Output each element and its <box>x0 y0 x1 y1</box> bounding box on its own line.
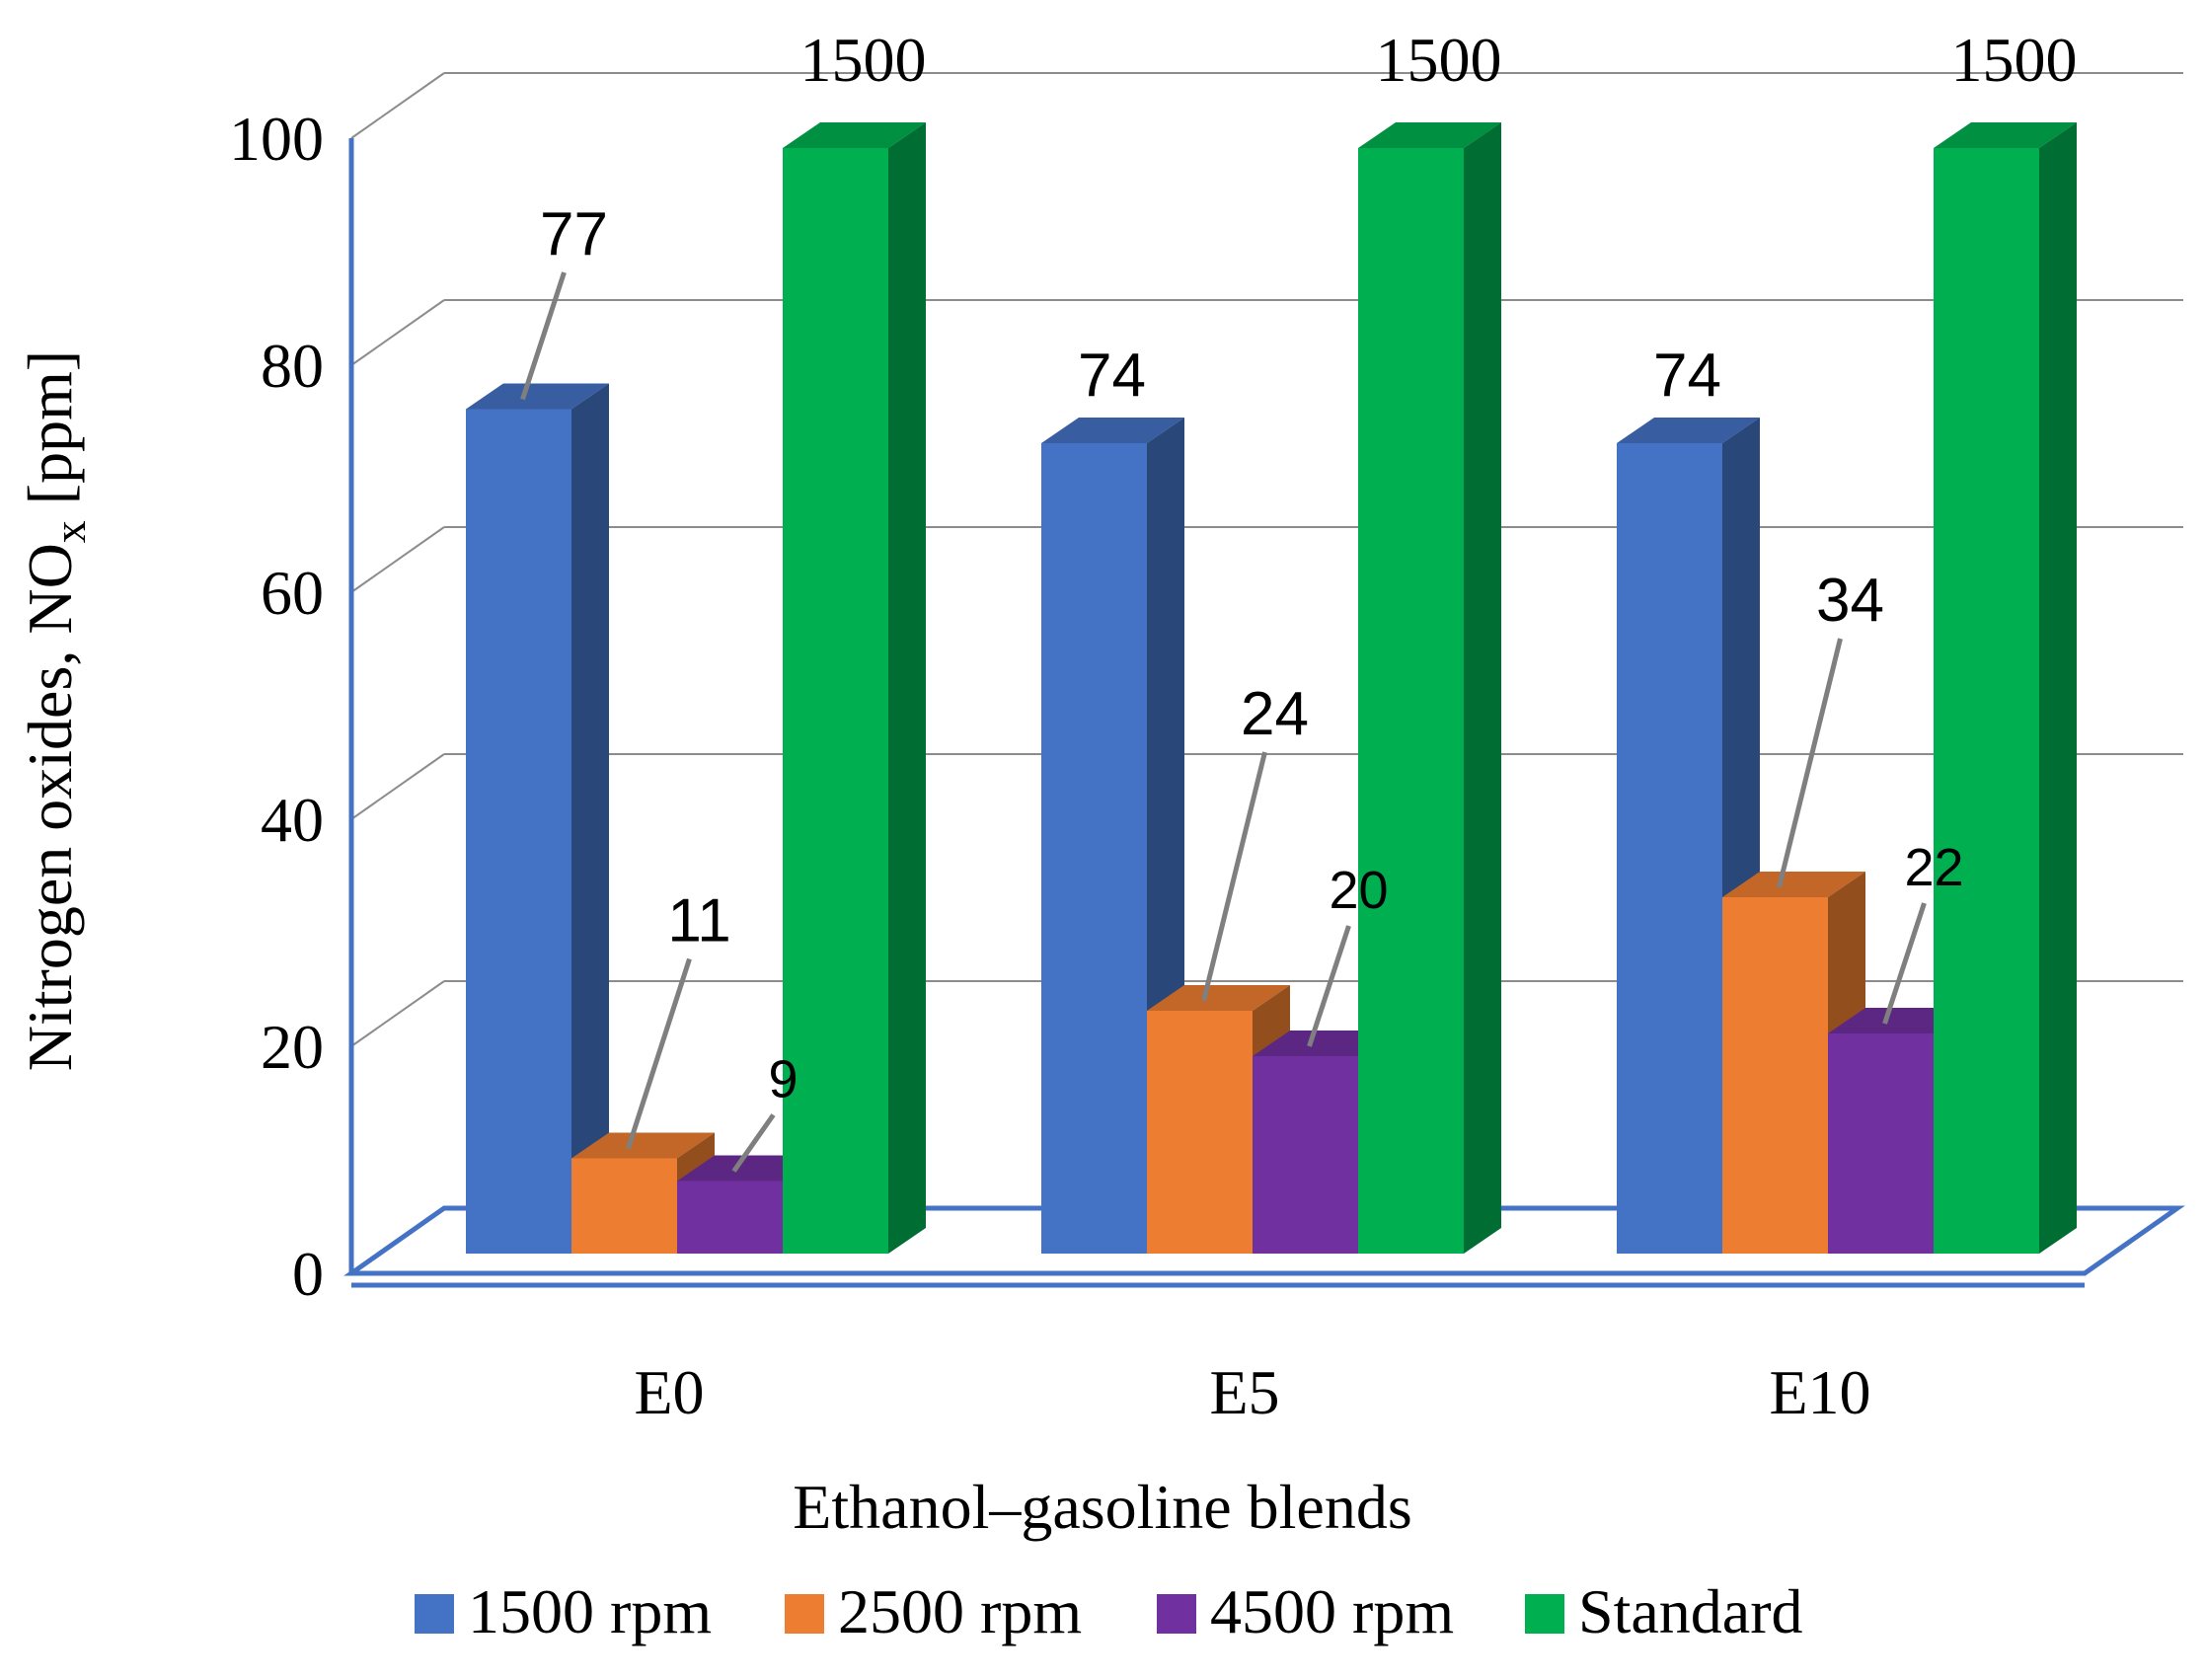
label-leader <box>731 1113 776 1173</box>
legend-swatch <box>785 1594 824 1634</box>
y-tick-label: 60 <box>261 558 324 628</box>
floor-outline <box>343 1205 2185 1276</box>
data-label: 74 <box>1653 342 1721 410</box>
bar <box>571 1158 677 1254</box>
legend-swatch <box>415 1594 454 1634</box>
gridline-diag <box>350 753 445 820</box>
gridline-diag <box>350 72 445 139</box>
label-leader <box>626 957 692 1150</box>
x-axis-title: Ethanol–gasoline blends <box>793 1472 1411 1542</box>
bar <box>783 148 888 1254</box>
bar <box>677 1181 783 1254</box>
data-label: 1500 <box>1951 25 2078 95</box>
data-label: 22 <box>1904 838 1963 897</box>
bar-top <box>1722 872 1865 897</box>
data-label: 9 <box>768 1050 798 1109</box>
x-tick-label: E0 <box>634 1357 704 1427</box>
bar-top <box>783 122 926 148</box>
bar <box>1934 148 2039 1254</box>
data-label-layer: 77 11 9 1500 74 24 20 1500 74 34 22 1500 <box>520 25 2078 1173</box>
axis-layer: 0 20 40 60 80 100 E0 E5 E10 <box>229 104 2185 1427</box>
data-label: 74 <box>1078 342 1146 410</box>
legend-label: 1500 rpm <box>468 1576 712 1646</box>
y-axis-title: Nitrogen oxides, NOx [ppm] <box>15 350 95 1071</box>
legend-label: 2500 rpm <box>838 1576 1082 1646</box>
gridline-diag <box>350 980 445 1047</box>
bar-side <box>1464 122 1501 1254</box>
data-label: 20 <box>1329 861 1388 920</box>
bar-top <box>466 383 609 410</box>
y-tick-label: 40 <box>261 785 324 855</box>
bar-top <box>1041 418 1184 443</box>
legend-label: Standard <box>1578 1576 1803 1646</box>
bar-top <box>1934 122 2077 148</box>
bar-side <box>888 122 926 1254</box>
gridline-diag <box>350 526 445 593</box>
y-tick-label: 20 <box>261 1012 324 1082</box>
x-tick-label: E10 <box>1769 1357 1870 1427</box>
bar <box>1253 1056 1358 1254</box>
bar <box>1722 897 1828 1254</box>
x-tick-label: E5 <box>1209 1357 1279 1427</box>
legend-swatch <box>1525 1594 1564 1634</box>
bar-top <box>1147 985 1290 1011</box>
legend-label: 4500 rpm <box>1210 1576 1454 1646</box>
y-tick-label: 80 <box>261 331 324 401</box>
gridline-diag <box>350 299 445 366</box>
y-tick-label: 0 <box>292 1239 324 1309</box>
data-label: 1500 <box>1376 25 1502 95</box>
data-label: 11 <box>667 887 730 955</box>
legend: 1500 rpm 2500 rpm 4500 rpm Standard <box>415 1576 1803 1646</box>
bar <box>1147 1011 1253 1254</box>
bar <box>1617 443 1722 1254</box>
legend-swatch <box>1157 1594 1196 1634</box>
label-leader <box>1307 925 1351 1047</box>
data-label: 34 <box>1816 567 1884 635</box>
bar-top <box>1617 418 1760 443</box>
bar-layer <box>466 122 2077 1254</box>
bar <box>1358 148 1464 1254</box>
label-leader <box>1201 751 1267 1002</box>
bar <box>1041 443 1147 1254</box>
bar-top <box>571 1132 715 1159</box>
data-label: 24 <box>1241 680 1309 748</box>
label-leader <box>520 271 567 401</box>
bar-side <box>2039 122 2077 1254</box>
data-label: 1500 <box>800 25 927 95</box>
bar-top <box>1358 122 1501 148</box>
grid-layer <box>350 72 2183 1047</box>
label-leader <box>1882 902 1927 1025</box>
label-leader <box>1777 638 1843 888</box>
data-label: 77 <box>540 200 608 268</box>
bar <box>1828 1033 1934 1254</box>
y-tick-label: 100 <box>229 104 324 174</box>
bar <box>466 409 571 1254</box>
bar-side <box>571 383 609 1254</box>
